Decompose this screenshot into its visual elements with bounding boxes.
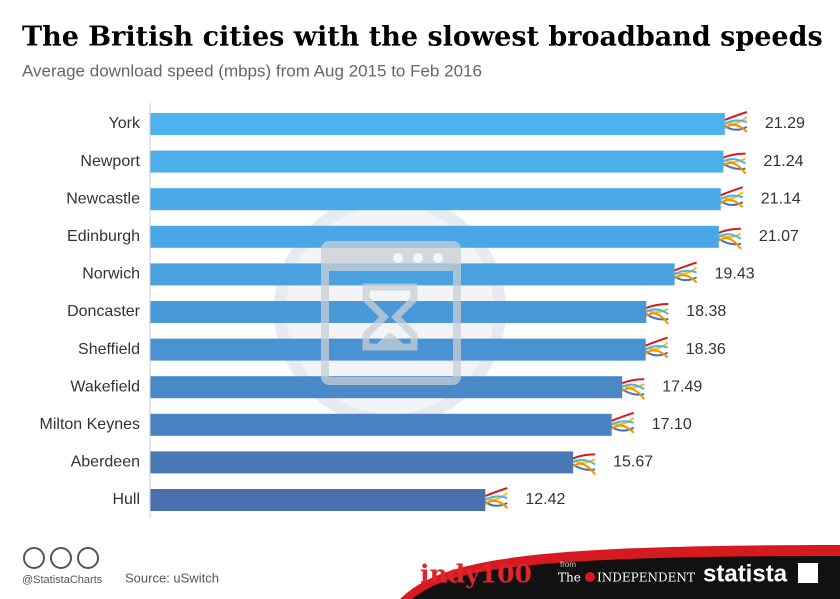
value-label: 21.24 bbox=[763, 153, 803, 170]
cable bbox=[645, 303, 669, 309]
cable bbox=[611, 411, 635, 422]
cable bbox=[722, 161, 747, 175]
icon-sand bbox=[374, 332, 406, 346]
cable bbox=[718, 233, 742, 240]
y-tick-label: Sheffield bbox=[78, 341, 140, 358]
cable bbox=[484, 487, 508, 497]
bar bbox=[150, 489, 486, 511]
cable bbox=[720, 186, 744, 197]
statista-logo: statista bbox=[703, 560, 788, 587]
cable bbox=[722, 158, 747, 165]
watermark-icon bbox=[321, 241, 461, 385]
y-tick-label: Wakefield bbox=[70, 378, 140, 395]
from-label: from bbox=[560, 560, 576, 569]
cable bbox=[645, 345, 669, 351]
cable bbox=[723, 152, 746, 159]
independent-eagle bbox=[585, 572, 595, 582]
cable bbox=[621, 383, 645, 391]
cable bbox=[718, 237, 742, 250]
cable bbox=[645, 312, 670, 325]
source: Source: uSwitch bbox=[125, 570, 219, 585]
cable bbox=[484, 495, 508, 501]
cable bbox=[724, 123, 748, 133]
cable bbox=[484, 499, 509, 509]
icon-dot bbox=[433, 253, 443, 263]
cable bbox=[611, 420, 635, 426]
cc-icon bbox=[23, 547, 45, 569]
y-tick-label: Aberdeen bbox=[71, 454, 140, 471]
value-label: 17.49 bbox=[662, 378, 702, 395]
cable bbox=[718, 227, 741, 234]
cable bbox=[611, 424, 635, 434]
cable bbox=[724, 111, 748, 121]
cable bbox=[724, 119, 748, 125]
footer-band bbox=[412, 556, 840, 599]
value-label: 21.07 bbox=[759, 228, 799, 245]
y-tick-label: Norwich bbox=[82, 266, 140, 283]
by-icon bbox=[50, 547, 72, 569]
value-label: 18.36 bbox=[686, 341, 726, 358]
cable bbox=[674, 269, 697, 276]
cable bbox=[674, 261, 697, 272]
y-tick-label: Hull bbox=[112, 491, 140, 508]
independent-the: The bbox=[558, 571, 581, 585]
chart-title: The British cities with the slowest broa… bbox=[22, 22, 823, 53]
cable bbox=[572, 458, 596, 466]
bar bbox=[150, 188, 721, 211]
y-tick-label: Newport bbox=[80, 153, 140, 170]
cable bbox=[645, 308, 669, 315]
value-label: 21.14 bbox=[761, 190, 801, 207]
cable bbox=[720, 199, 744, 208]
nd-icon bbox=[77, 547, 99, 569]
statista-mark bbox=[798, 563, 818, 583]
value-label: 21.29 bbox=[765, 115, 805, 132]
value-label: 12.42 bbox=[525, 491, 565, 508]
y-tick-label: Newcastle bbox=[66, 190, 140, 207]
value-label: 19.43 bbox=[715, 266, 755, 283]
cable bbox=[645, 349, 669, 359]
value-label: 15.67 bbox=[613, 454, 653, 471]
cable bbox=[621, 387, 646, 400]
indy-logo: indy100 bbox=[420, 560, 532, 589]
y-tick-label: Milton Keynes bbox=[40, 416, 141, 433]
bar bbox=[150, 150, 724, 173]
value-label: 18.38 bbox=[686, 303, 726, 320]
bar bbox=[150, 451, 574, 474]
bar bbox=[150, 376, 623, 399]
cable bbox=[572, 453, 596, 460]
credit: @StatistaCharts bbox=[22, 574, 103, 586]
cable bbox=[572, 462, 596, 476]
bar bbox=[150, 413, 612, 436]
cable bbox=[673, 274, 698, 284]
independent-logo: INDEPENDENT bbox=[597, 571, 695, 585]
icon-dot bbox=[413, 253, 423, 263]
chart-subtitle: Average download speed (mbps) from Aug 2… bbox=[22, 61, 482, 80]
cable bbox=[720, 194, 744, 201]
y-tick-label: York bbox=[109, 115, 141, 132]
bar bbox=[150, 225, 719, 248]
cable bbox=[645, 336, 669, 347]
cable bbox=[621, 378, 645, 385]
bar bbox=[150, 263, 675, 286]
license-icons bbox=[23, 547, 99, 569]
icon-hourglass bbox=[362, 283, 418, 351]
y-tick-label: Doncaster bbox=[67, 303, 141, 320]
value-label: 17.10 bbox=[652, 416, 692, 433]
bar bbox=[150, 113, 725, 135]
icon-dot bbox=[393, 253, 403, 263]
y-tick-label: Edinburgh bbox=[67, 228, 140, 245]
